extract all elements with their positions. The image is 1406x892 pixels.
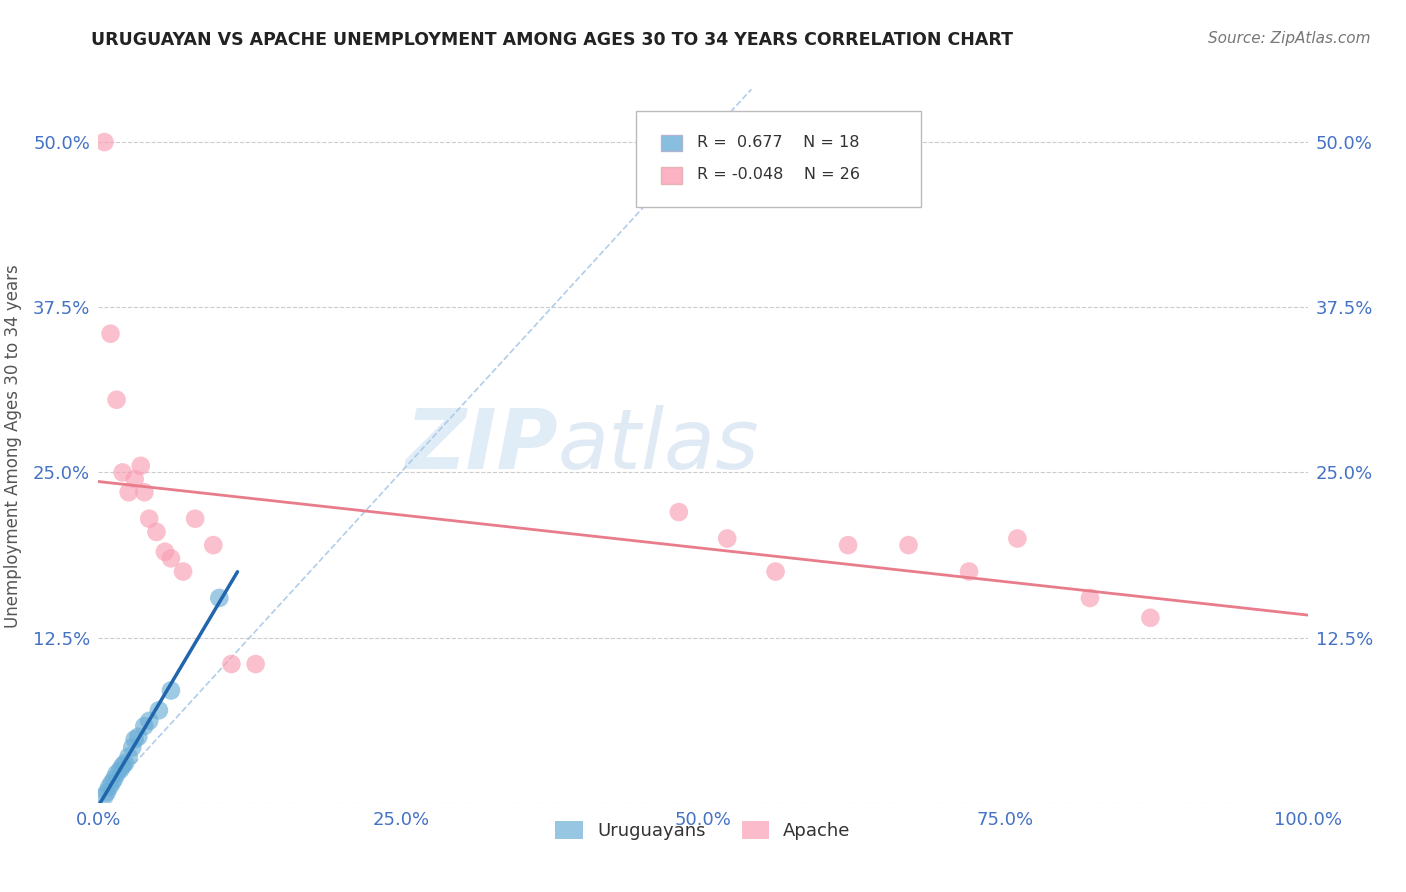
Point	[111, 759, 134, 773]
Point	[765, 565, 787, 579]
Text: R =  0.677    N = 18: R = 0.677 N = 18	[697, 136, 859, 150]
Point	[202, 538, 225, 552]
Point	[96, 785, 118, 799]
Point	[138, 714, 160, 728]
Point	[148, 703, 170, 717]
FancyBboxPatch shape	[637, 111, 921, 207]
Text: Source: ZipAtlas.com: Source: ZipAtlas.com	[1208, 31, 1371, 46]
Point	[103, 772, 125, 786]
Point	[108, 763, 131, 777]
Point	[118, 749, 141, 764]
FancyBboxPatch shape	[661, 168, 682, 184]
Point	[105, 766, 128, 780]
Point	[221, 657, 243, 671]
Point	[208, 591, 231, 605]
Point	[245, 657, 267, 671]
Legend: Uruguayans, Apache: Uruguayans, Apache	[548, 814, 858, 847]
Point	[121, 740, 143, 755]
FancyBboxPatch shape	[661, 135, 682, 152]
Point	[93, 135, 115, 149]
Point	[93, 789, 115, 804]
Point	[1007, 532, 1029, 546]
Point	[957, 565, 980, 579]
Point	[127, 730, 149, 744]
Point	[100, 776, 122, 790]
Text: atlas: atlas	[558, 406, 759, 486]
Point	[184, 511, 207, 525]
Point	[1078, 591, 1101, 605]
Point	[172, 565, 194, 579]
Point	[668, 505, 690, 519]
Text: R = -0.048    N = 26: R = -0.048 N = 26	[697, 168, 860, 182]
Point	[118, 485, 141, 500]
Point	[111, 466, 134, 480]
Point	[1139, 611, 1161, 625]
Point	[837, 538, 859, 552]
Point	[138, 511, 160, 525]
Text: ZIP: ZIP	[405, 406, 558, 486]
Point	[100, 326, 122, 341]
Point	[124, 472, 146, 486]
Point	[134, 719, 156, 733]
Point	[160, 683, 183, 698]
Point	[114, 756, 136, 771]
Point	[897, 538, 920, 552]
Y-axis label: Unemployment Among Ages 30 to 34 years: Unemployment Among Ages 30 to 34 years	[4, 264, 21, 628]
Point	[716, 532, 738, 546]
Point	[134, 485, 156, 500]
Point	[124, 732, 146, 747]
Point	[145, 524, 167, 539]
Point	[98, 780, 121, 794]
Point	[105, 392, 128, 407]
Point	[153, 545, 176, 559]
Text: URUGUAYAN VS APACHE UNEMPLOYMENT AMONG AGES 30 TO 34 YEARS CORRELATION CHART: URUGUAYAN VS APACHE UNEMPLOYMENT AMONG A…	[91, 31, 1014, 49]
Point	[160, 551, 183, 566]
Point	[129, 458, 152, 473]
